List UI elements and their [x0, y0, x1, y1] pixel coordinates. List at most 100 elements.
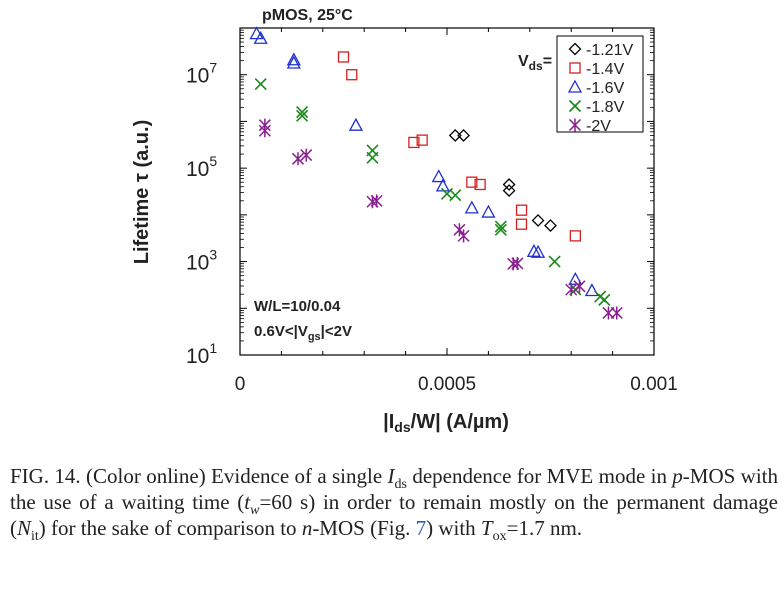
data-point: [253, 30, 268, 44]
data-point: [531, 214, 545, 227]
series-0: [448, 129, 557, 233]
caption-text: dependence for MVE mode in: [406, 464, 673, 488]
annotation-wl: W/L=10/0.04: [254, 298, 341, 315]
legend-entry: -1.4V: [569, 61, 625, 78]
data-point: [300, 148, 313, 162]
legend-marker: [569, 62, 581, 74]
x-tick-label: 0.001: [630, 374, 678, 395]
data-point: [370, 194, 383, 208]
y-axis: 101 103 105 107: [186, 29, 654, 368]
data-point: [348, 117, 364, 131]
caption-symbol: t: [244, 490, 251, 514]
data-point: [481, 204, 496, 218]
data-point: [457, 229, 470, 243]
caption-text: -MOS (Fig.: [312, 516, 416, 540]
figure-caption: FIG. 14. (Color online) Evidence of a si…: [10, 463, 778, 545]
caption-text: =60 s) in order to remain mostly on the …: [10, 490, 778, 540]
annotation-vgs: 0.6V<|Vgs|<2V: [254, 323, 352, 343]
data-point: [258, 124, 271, 138]
legend-label: -1.6V: [586, 80, 625, 97]
legend-marker: [568, 42, 582, 56]
legend-label: -1.8V: [586, 99, 625, 116]
data-point: [416, 134, 428, 146]
data-point: [598, 293, 611, 306]
caption-text: ) for the sake of comparison to: [38, 516, 302, 540]
data-point: [565, 283, 578, 297]
data-point: [474, 178, 486, 191]
legend-label: -2V: [586, 118, 611, 135]
data-point: [296, 109, 309, 122]
series-2: [249, 26, 599, 297]
legend-marker: [568, 99, 582, 113]
data-point: [502, 184, 516, 197]
legend-entry: -1.8V: [568, 99, 625, 116]
data-point: [286, 55, 301, 69]
data-point: [502, 178, 516, 191]
caption-symbol: n: [301, 516, 313, 540]
series-1: [337, 51, 581, 242]
chart-title: pMOS, 25°C: [262, 7, 353, 24]
legend-marker: [568, 118, 582, 132]
figure-link[interactable]: 7: [415, 516, 427, 540]
legend-title: Vds=: [518, 53, 552, 73]
caption-subscript: it: [31, 529, 39, 545]
data-point: [526, 243, 542, 257]
data-point: [511, 256, 524, 270]
legend-entry: -2V: [568, 118, 611, 135]
data-point: [584, 283, 599, 297]
caption-symbol: I: [387, 464, 395, 488]
legend-box: [556, 35, 644, 133]
data-point: [449, 189, 462, 202]
caption-text: ) with: [426, 516, 481, 540]
data-point: [346, 69, 358, 81]
data-point: [544, 219, 557, 233]
annotations: W/L=10/0.04 0.6V<|Vgs|<2V: [254, 298, 352, 343]
data-point: [448, 129, 462, 142]
data-point: [286, 52, 301, 66]
series-4: [258, 118, 623, 320]
legend-marker: [567, 79, 583, 93]
caption-text: =1.7 nm.: [506, 516, 583, 540]
legend: Vds= -1.21V -1.4V -1.6V -1.8V -2V: [518, 35, 644, 135]
x-tick-label: 0.0005: [418, 374, 476, 395]
y-axis-label: Lifetime τ (a.u.): [131, 120, 153, 265]
y-tick-label: 105: [186, 153, 217, 181]
data-point: [548, 255, 561, 268]
data-point: [291, 152, 304, 166]
caption-symbol: T: [480, 516, 493, 540]
data-point: [254, 77, 267, 91]
data-point: [366, 151, 379, 164]
caption-text: FIG. 14. (Color online) Evidence of a si…: [10, 464, 388, 488]
x-axis: 0 0.0005 0.001: [235, 28, 678, 395]
series-layer: [249, 26, 623, 320]
legend-label: -1.21V: [586, 42, 633, 59]
data-point: [530, 244, 546, 258]
data-point: [464, 200, 479, 214]
data-point: [568, 271, 583, 285]
x-axis-label: |Ids/W| (A/µm): [383, 411, 509, 435]
data-point: [337, 51, 350, 63]
chart-figure: pMOS, 25°C 0 0.0005 0.001 101 103 105 107 Lif…: [131, 7, 678, 435]
data-point: [515, 218, 528, 230]
caption-symbol: p: [672, 464, 683, 488]
chart-svg: pMOS, 25°C 0 0.0005 0.001 101 103 105 107 Lif…: [131, 7, 678, 435]
caption-text: -MOS with the use of a waiting time (: [10, 464, 778, 514]
data-point: [569, 230, 581, 242]
legend-entry: -1.21V: [568, 42, 633, 59]
data-point: [494, 223, 507, 236]
data-point: [431, 169, 446, 183]
y-tick-label: 107: [186, 60, 217, 88]
caption-subscript: ox: [492, 529, 507, 545]
data-point: [466, 176, 478, 188]
data-point: [296, 106, 309, 119]
caption-symbol: N: [17, 516, 32, 540]
legend-entry: -1.6V: [567, 79, 625, 97]
data-point: [515, 204, 528, 216]
y-tick-label: 103: [186, 247, 217, 275]
caption-subscript: w: [250, 503, 260, 519]
legend-label: -1.4V: [586, 61, 625, 78]
data-point: [494, 220, 507, 233]
y-tick-label: 101: [186, 340, 217, 368]
data-point: [573, 279, 586, 293]
data-point: [610, 306, 623, 320]
